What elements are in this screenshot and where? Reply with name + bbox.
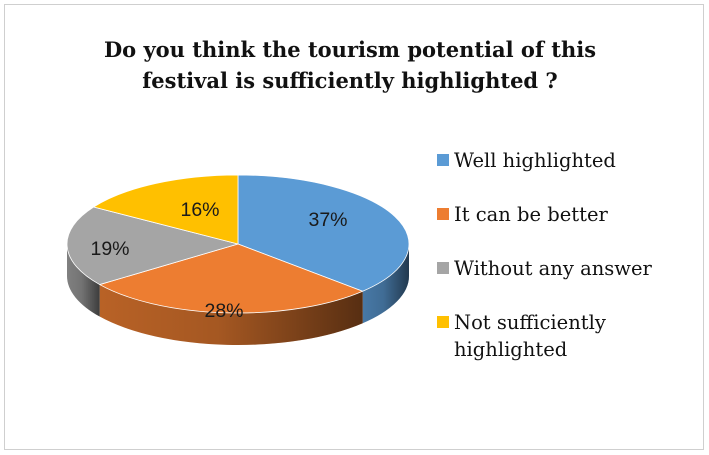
legend-label-it-can-be-better: It can be better [454,203,608,226]
legend-swatch-well-highlighted [437,154,449,166]
legend-swatch-not-sufficiently-highlighted [437,316,449,328]
legend-item-without-any-answer: Without any answer [437,255,699,282]
chart-title-line-1: Do you think the tourism potential of th… [103,37,597,62]
legend-swatch-without-any-answer [437,262,449,274]
pie-slice-not-sufficiently-highlighted [93,174,239,245]
legend-label-well-highlighted: Well highlighted [454,149,616,172]
pie-side-shade-well-highlighted [362,244,409,324]
chart-title: Do you think the tourism potential of th… [60,34,640,96]
legend: Well highlighted It can be better Withou… [437,147,699,363]
pie-slice-it-can-be-better [99,243,364,314]
legend-label-without-any-answer: Without any answer [454,257,652,280]
legend-item-well-highlighted: Well highlighted [437,147,699,174]
pie-slice-without-any-answer [66,206,239,285]
pie-slice-well-highlighted [237,174,410,292]
legend-label-not-sufficiently-highlighted: Not sufficiently highlighted [454,311,606,361]
pie-tops [66,174,410,314]
pie-sides [67,244,409,346]
chart-title-line-2: festival is sufficiently highlighted ? [142,68,558,93]
data-label-well-highlighted: 37% [308,209,347,231]
data-label-not-sufficiently-highlighted: 16% [180,199,219,221]
pie-side-shade-without-any-answer [67,244,100,317]
pie-side-shade-it-can-be-better [99,284,363,346]
data-label-it-can-be-better: 28% [204,300,243,322]
legend-item-it-can-be-better: It can be better [437,201,699,228]
data-label-without-any-answer: 19% [90,238,129,260]
pie-labels: 37% 28% 19% 16% [90,199,347,322]
legend-swatch-it-can-be-better [437,208,449,220]
legend-item-not-sufficiently-highlighted: Not sufficiently highlighted [437,309,669,363]
